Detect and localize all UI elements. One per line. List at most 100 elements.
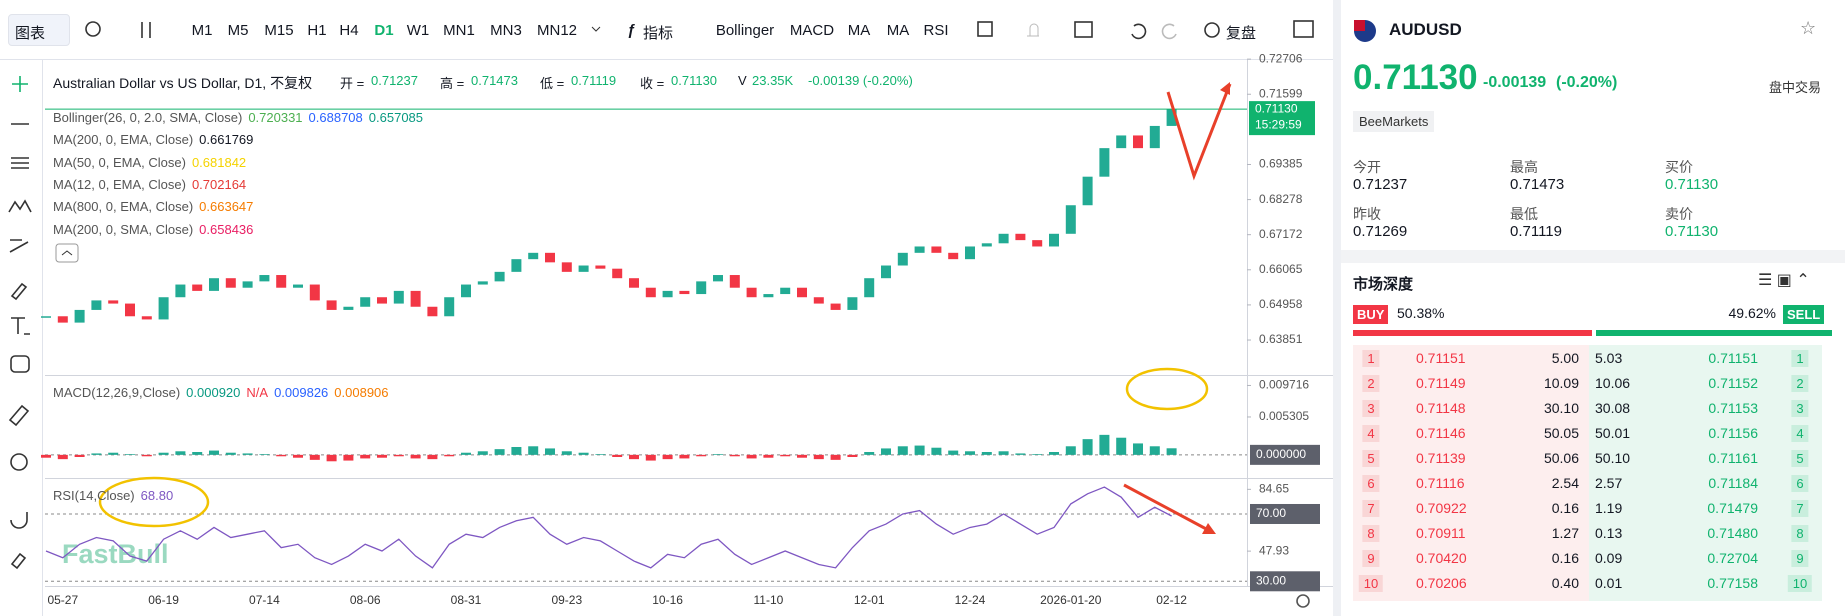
bid-volume: 10.09	[1543, 375, 1579, 391]
emoji-tool[interactable]	[10, 355, 30, 373]
brush-tool[interactable]	[10, 282, 28, 301]
timeframe[interactable]: W1	[406, 22, 430, 39]
ruler-tool[interactable]	[8, 404, 30, 427]
crosshair-tool[interactable]	[12, 76, 28, 92]
macd-bar	[528, 446, 539, 455]
timeframe[interactable]: M15	[264, 22, 294, 39]
timeframe[interactable]: D1	[374, 22, 394, 39]
indicators-menu[interactable]: 指标	[643, 25, 674, 42]
candle	[746, 287, 757, 298]
pattern-tool[interactable]	[8, 199, 32, 213]
stat-value: 0.71130	[1665, 176, 1719, 193]
fib-tool[interactable]	[11, 157, 29, 169]
lock-tool[interactable]	[10, 552, 27, 570]
candle	[74, 309, 85, 323]
bid-index: 9	[1362, 550, 1380, 567]
y-tick-label: 0.71599	[1259, 86, 1303, 100]
timeframe[interactable]: MN12	[536, 22, 578, 39]
indicator-button[interactable]: MACD	[789, 22, 835, 39]
y-tick-label: 0.72706	[1259, 51, 1303, 65]
macd-bar	[259, 454, 270, 455]
calendar-icon[interactable]	[1074, 21, 1093, 38]
bid-volume: 0.40	[1551, 575, 1579, 591]
collapse-button[interactable]	[55, 243, 79, 263]
macd-bar	[561, 451, 572, 455]
timeframe[interactable]: M5	[227, 22, 249, 39]
chart-menu[interactable]: 图表	[15, 25, 46, 42]
timeframe[interactable]: M1	[191, 22, 213, 39]
candle	[461, 284, 471, 298]
candle-type-icon[interactable]	[141, 22, 151, 38]
ask-volume: 2.57	[1595, 475, 1623, 491]
candle	[158, 297, 169, 320]
macd-bar	[1032, 454, 1043, 455]
replay-button[interactable]: 复盘	[1226, 25, 1257, 42]
macd-bar	[1099, 434, 1110, 455]
depth-icons[interactable]: ☰ ▣ ⌃	[1758, 272, 1810, 289]
ask-index: 5	[1791, 450, 1809, 467]
search-icon[interactable]	[85, 21, 101, 37]
ohlc-label: 高 =	[440, 76, 465, 91]
more-icon[interactable]	[591, 26, 601, 32]
session: 盘中交易	[1768, 80, 1821, 95]
macd-bar	[696, 454, 707, 457]
candle	[545, 252, 555, 263]
layout-icon[interactable]	[977, 21, 993, 37]
indicator-value: 0.663647	[199, 199, 254, 215]
indicator-button[interactable]: MA	[886, 22, 910, 39]
section-gap	[1341, 250, 1845, 263]
panel-toggle-icon[interactable]	[1293, 20, 1314, 38]
axis-label-box	[1250, 444, 1320, 465]
ask-price: 0.71156	[1708, 425, 1758, 441]
timeframe[interactable]: H1	[307, 22, 327, 39]
macd-bar	[847, 454, 858, 457]
undo-icon[interactable]	[1131, 23, 1147, 40]
macd-bar	[931, 447, 942, 455]
bid-price: 0.70911	[1416, 525, 1466, 541]
ask-volume: 50.01	[1595, 425, 1631, 441]
macd-bar	[897, 446, 908, 455]
macd-bar	[276, 454, 287, 457]
macd-bar	[461, 452, 471, 455]
indicator-button[interactable]: Bollinger	[715, 22, 775, 39]
macd-bar	[998, 451, 1009, 455]
macd-bar	[965, 451, 975, 455]
indicator-button[interactable]: MA	[847, 22, 871, 39]
zoom-tool[interactable]	[10, 453, 28, 471]
text-tool[interactable]	[11, 317, 30, 335]
macd-bar	[444, 454, 455, 457]
indicator-button[interactable]: RSI	[923, 22, 949, 39]
x-tick-label: 12-01	[854, 593, 885, 607]
indicator-value: 0.702164	[191, 176, 247, 192]
alert-icon[interactable]	[1027, 23, 1039, 37]
panel-gap	[1333, 0, 1341, 616]
candle	[629, 278, 639, 288]
ohlc-value: 0.71237	[371, 73, 418, 88]
candle	[813, 297, 824, 304]
price-change: -0.00139	[1483, 74, 1547, 91]
candle	[326, 300, 337, 310]
left-tools	[8, 76, 32, 570]
candle	[175, 284, 186, 298]
favorite-star[interactable]: ☆	[1800, 18, 1817, 38]
redo-icon[interactable]	[1161, 23, 1177, 40]
timeframe[interactable]: MN3	[490, 22, 522, 39]
ohlc-label: 开 =	[340, 76, 365, 91]
projection-tool[interactable]	[9, 239, 29, 253]
timeframe[interactable]: H4	[339, 22, 359, 39]
chart-menu-box[interactable]	[8, 14, 70, 46]
x-tick-label: 07-14	[249, 593, 280, 607]
candle	[914, 246, 925, 253]
stat-value: 0.71473	[1510, 176, 1565, 193]
macd-bar	[881, 448, 891, 455]
ask-price: 0.71152	[1708, 375, 1758, 391]
y-tick-label: 30.00	[1256, 573, 1286, 587]
candle	[511, 259, 522, 272]
settings-icon[interactable]	[1296, 594, 1310, 608]
bid-index: 6	[1362, 475, 1380, 492]
timeframe[interactable]: MN1	[443, 22, 475, 39]
macd-bar	[343, 454, 354, 461]
ask-volume: 0.09	[1595, 550, 1623, 566]
magnet-tool[interactable]	[10, 512, 28, 529]
ask-volume: 0.01	[1595, 575, 1623, 591]
